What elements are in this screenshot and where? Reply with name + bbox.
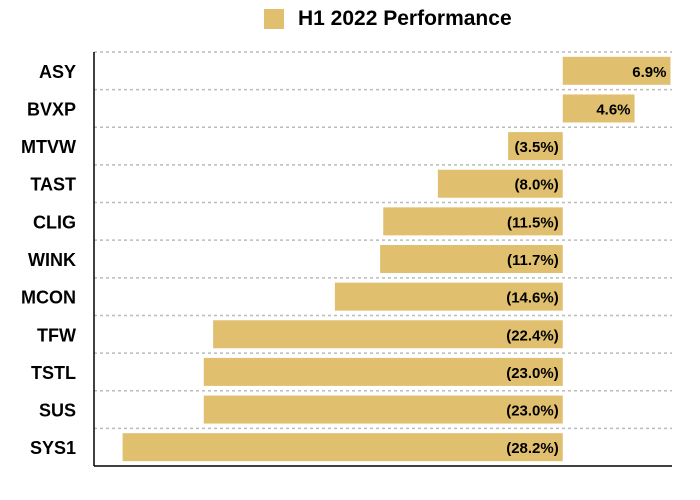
- category-labels: ASY BVXP MTVW TAST CLIG WINK MCON TFW TSTL SUS SYS…: [21, 62, 76, 458]
- value-label: 6.9%: [632, 64, 666, 81]
- bar-sus[interactable]: [203, 395, 563, 424]
- bar-bvxp[interactable]: [562, 94, 635, 123]
- bar-asy[interactable]: [562, 56, 671, 85]
- legend[interactable]: H1 2022 Performance: [264, 6, 512, 32]
- grid-lines: [94, 51, 672, 430]
- bar-sys1[interactable]: [122, 433, 563, 462]
- legend-swatch: [264, 9, 284, 29]
- bar-wink[interactable]: [380, 245, 563, 273]
- value-label: (14.6%): [506, 290, 559, 307]
- value-label: (22.4%): [506, 327, 559, 344]
- category-label: SYS1: [30, 438, 76, 458]
- category-label: CLIG: [33, 212, 76, 232]
- category-label: MCON: [21, 288, 76, 308]
- legend-label: H1 2022 Performance: [298, 7, 512, 30]
- bar-mtvw[interactable]: [508, 132, 563, 161]
- value-labels: 6.9% 4.6% (3.5%) (8.0%) (11.5%) (11.7%) (14.6%…: [506, 64, 666, 457]
- bar-mcon[interactable]: [334, 282, 563, 311]
- category-label: ASY: [39, 62, 76, 82]
- category-label: SUS: [39, 401, 76, 421]
- category-label: BVXP: [27, 99, 76, 119]
- category-label: TAST: [30, 175, 76, 195]
- bar-tstl[interactable]: [203, 357, 563, 386]
- value-label: (11.7%): [507, 252, 559, 269]
- value-label: (23.0%): [506, 403, 559, 420]
- category-label: TFW: [37, 325, 76, 345]
- value-label: (11.5%): [507, 214, 559, 231]
- category-label: TSTL: [31, 363, 76, 383]
- category-label: WINK: [28, 250, 76, 270]
- value-label: (23.0%): [506, 365, 559, 382]
- value-label: 4.6%: [596, 101, 630, 118]
- value-label: (28.2%): [506, 440, 559, 457]
- value-label: (3.5%): [515, 139, 559, 156]
- value-label: (8.0%): [515, 177, 559, 194]
- bar-tfw[interactable]: [213, 320, 563, 349]
- category-label: MTVW: [21, 137, 76, 157]
- bars: [122, 56, 671, 462]
- bar-clig[interactable]: [383, 207, 563, 236]
- bar-tast[interactable]: [437, 169, 563, 198]
